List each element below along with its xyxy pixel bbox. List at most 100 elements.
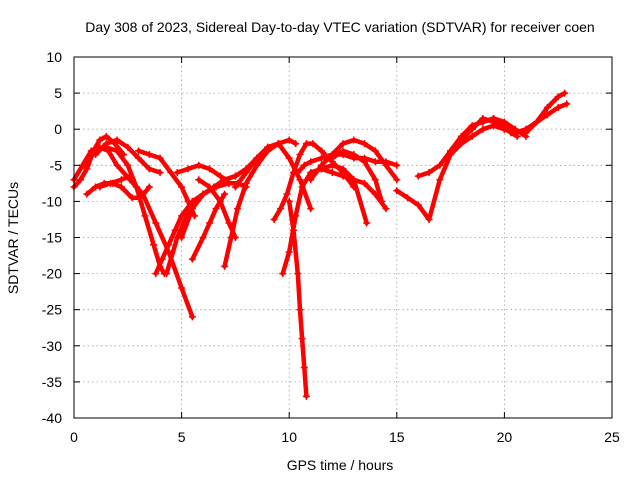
data-point-marker <box>307 205 315 213</box>
data-point-marker <box>302 140 310 148</box>
data-point-marker <box>221 190 229 198</box>
data-point-marker <box>307 169 315 177</box>
data-point-marker <box>128 194 136 202</box>
data-point-marker <box>163 270 171 278</box>
data-point-marker <box>195 161 203 169</box>
data-point-marker <box>290 226 298 234</box>
data-point-marker <box>361 179 369 187</box>
data-point-marker <box>113 147 121 155</box>
data-point-marker <box>563 100 571 108</box>
data-point-marker <box>339 165 347 173</box>
data-point-marker <box>507 129 515 137</box>
y-tick-label: -35 <box>42 374 62 390</box>
data-point-marker <box>191 212 199 220</box>
data-point-marker <box>339 147 347 155</box>
data-point-marker <box>294 169 302 177</box>
data-point-marker <box>300 161 308 169</box>
data-point-marker <box>225 179 233 187</box>
data-point-marker <box>83 190 91 198</box>
data-point-marker <box>178 284 186 292</box>
data-point-marker <box>468 125 476 133</box>
data-point-marker <box>242 179 250 187</box>
data-point-marker <box>285 248 293 256</box>
data-point-marker <box>425 169 433 177</box>
data-point-marker <box>188 313 196 321</box>
data-point-marker <box>350 176 358 184</box>
data-point-marker <box>554 104 562 112</box>
data-point-marker <box>279 270 287 278</box>
data-point-marker <box>135 147 143 155</box>
data-point-marker <box>158 255 166 263</box>
data-point-marker <box>173 169 181 177</box>
data-point-marker <box>543 104 551 112</box>
data-point-marker <box>277 205 285 213</box>
data-point-marker <box>188 255 196 263</box>
x-tick-label: 25 <box>604 429 620 445</box>
series-layer <box>70 89 571 400</box>
data-point-marker <box>221 262 229 270</box>
data-point-marker <box>124 143 132 151</box>
data-point-marker <box>300 363 308 371</box>
data-point-marker <box>533 118 541 126</box>
y-tick-label: -20 <box>42 266 62 282</box>
data-point-marker <box>294 270 302 278</box>
data-point-marker <box>447 147 455 155</box>
series-sat-n <box>221 136 300 270</box>
data-point-marker <box>425 215 433 223</box>
data-point-marker <box>307 176 315 184</box>
ticks: 0 5 10 15 20 25 -40 -35 -30 -25 -20 -15 -10 -5 0 5 10 <box>42 49 620 445</box>
data-point-marker <box>468 132 476 140</box>
data-point-marker <box>188 205 196 213</box>
series-sat-r <box>285 197 310 400</box>
data-point-marker <box>298 335 306 343</box>
data-point-marker <box>363 219 371 227</box>
data-point-marker <box>167 169 175 177</box>
data-point-marker <box>371 158 379 166</box>
x-axis-title: GPS time / hours <box>287 457 394 473</box>
data-point-marker <box>490 114 498 122</box>
data-point-marker <box>350 136 358 144</box>
data-point-marker <box>307 158 315 166</box>
data-point-marker <box>350 150 358 158</box>
x-tick-label: 20 <box>497 429 513 445</box>
series-sat-f <box>96 172 134 191</box>
data-point-marker <box>156 169 164 177</box>
data-point-marker <box>221 176 229 184</box>
data-point-marker <box>231 172 239 180</box>
y-tick-label: -10 <box>42 193 62 209</box>
y-tick-label: -25 <box>42 302 62 318</box>
y-tick-label: -30 <box>42 338 62 354</box>
series-sat-t <box>307 136 401 184</box>
series-sat-aa <box>522 100 571 137</box>
y-tick-label: 0 <box>54 121 62 137</box>
data-point-marker <box>242 169 250 177</box>
data-point-marker <box>361 158 369 166</box>
data-point-marker <box>543 111 551 119</box>
data-point-marker <box>414 172 422 180</box>
data-point-marker <box>225 219 233 227</box>
data-point-marker <box>227 234 235 241</box>
data-point-marker <box>234 205 242 213</box>
data-point-marker <box>231 183 239 191</box>
y-axis-title: SDTVAR / TECUs <box>5 182 21 294</box>
data-point-marker <box>317 147 325 155</box>
data-point-marker <box>522 129 530 137</box>
x-tick-label: 5 <box>178 429 186 445</box>
data-point-marker <box>178 183 186 191</box>
data-point-marker <box>113 161 121 169</box>
data-point-marker <box>554 93 562 101</box>
y-tick-label: 5 <box>54 85 62 101</box>
data-point-marker <box>206 183 214 191</box>
data-point-marker <box>206 165 214 173</box>
data-point-marker <box>479 125 487 133</box>
data-point-marker <box>137 194 145 202</box>
data-point-marker <box>264 143 272 151</box>
data-point-marker <box>206 219 214 227</box>
data-point-marker <box>283 190 291 198</box>
data-point-marker <box>184 165 192 173</box>
data-point-marker <box>371 147 379 155</box>
series-sat-e <box>92 136 164 177</box>
data-point-marker <box>81 161 89 169</box>
